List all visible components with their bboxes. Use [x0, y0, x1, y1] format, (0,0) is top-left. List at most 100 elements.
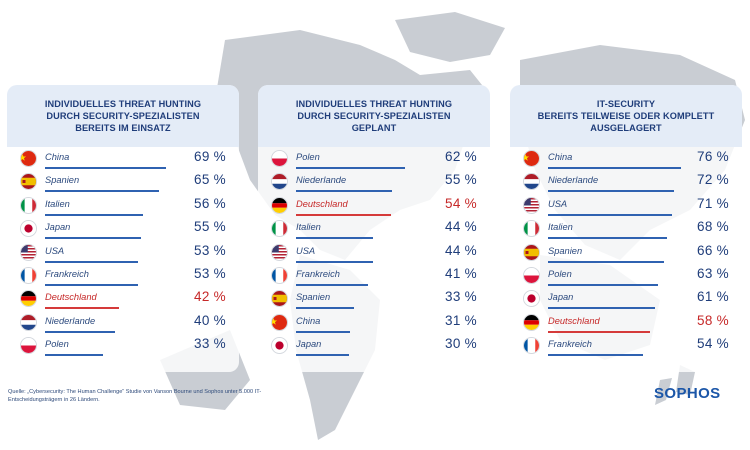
flag-china-icon [20, 150, 37, 167]
category-label: Italien [548, 222, 573, 233]
value-label: 72 % [697, 172, 729, 188]
chart-row: China 69 % [7, 147, 239, 170]
value-bar [548, 237, 667, 240]
flag-netherlands-icon [20, 313, 37, 331]
value-label: 68 % [697, 219, 729, 235]
value-label: 61 % [697, 289, 729, 305]
value-label: 55 % [445, 172, 477, 188]
flag-italy-icon [20, 196, 37, 214]
chart-row: Niederlande 55 % [258, 170, 490, 193]
flag-usa-icon [523, 196, 540, 214]
chart-row: Italien 68 % [510, 217, 742, 240]
panel-threat-hunting-planned: INDIVIDUELLES THREAT HUNTING DURCH SECUR… [258, 85, 490, 372]
panel-header: INDIVIDUELLES THREAT HUNTING DURCH SECUR… [7, 85, 239, 147]
chart-rows: Polen 62 % Niederlande 55 % Deutschland 54 % I… [258, 147, 490, 358]
category-label: China [548, 152, 573, 162]
category-label: Polen [548, 268, 572, 279]
chart-row: Frankreich 41 % [258, 264, 490, 287]
value-bar [548, 283, 659, 286]
value-label: 76 % [697, 149, 729, 164]
chart-row: Polen 63 % [510, 264, 742, 287]
sophos-logo: SOPHOS [654, 385, 721, 402]
chart-row: Italien 56 % [7, 194, 239, 217]
category-label: Niederlande [548, 175, 599, 186]
value-label: 30 % [445, 336, 477, 352]
value-label: 31 % [445, 312, 477, 328]
chart-row: Frankreich 54 % [510, 334, 742, 357]
category-label: Japan [548, 292, 574, 303]
category-label: Japan [296, 339, 322, 350]
value-label: 54 % [697, 336, 729, 352]
chart-row: Japan 61 % [510, 287, 742, 310]
value-label: 63 % [697, 265, 729, 281]
value-bar [548, 330, 650, 333]
category-label: Deutschland [296, 198, 348, 209]
chart-row: China 76 % [510, 147, 742, 170]
category-label: Spanien [548, 245, 583, 256]
category-label: Italien [296, 222, 321, 233]
flag-france-icon [523, 337, 540, 355]
value-label: 42 % [194, 289, 226, 305]
value-label: 62 % [445, 149, 477, 164]
flag-france-icon [20, 266, 37, 284]
chart-row: Polen 33 % [7, 334, 239, 357]
flag-germany-icon [271, 196, 288, 214]
category-label: Deutschland [548, 315, 600, 326]
value-label: 41 % [445, 265, 477, 281]
category-label: Frankreich [548, 339, 592, 350]
value-bar [548, 307, 655, 310]
category-label: Japan [45, 222, 71, 233]
flag-germany-icon [523, 313, 540, 331]
value-bar [45, 213, 143, 216]
chart-row: USA 53 % [7, 241, 239, 264]
value-bar [296, 167, 405, 169]
flag-netherlands-icon [523, 173, 540, 191]
value-label: 66 % [697, 242, 729, 258]
value-label: 33 % [194, 336, 226, 352]
panel-header: INDIVIDUELLES THREAT HUNTING DURCH SECUR… [258, 85, 490, 147]
category-label: China [45, 152, 70, 162]
category-label: Frankreich [45, 268, 89, 279]
category-label: USA [548, 198, 568, 209]
chart-row: Deutschland 54 % [258, 194, 490, 217]
value-label: 33 % [445, 289, 477, 305]
category-label: Spanien [45, 175, 80, 186]
category-label: Polen [296, 152, 320, 162]
value-bar [548, 213, 673, 216]
category-label: USA [45, 245, 65, 256]
chart-row: Spanien 66 % [510, 241, 742, 264]
value-bar [296, 283, 368, 286]
flag-china-icon [523, 150, 540, 167]
flag-spain-icon [271, 290, 288, 308]
chart-row: USA 71 % [510, 194, 742, 217]
value-bar [45, 330, 115, 333]
flag-italy-icon [271, 220, 288, 238]
value-label: 54 % [445, 195, 477, 211]
chart-row: Spanien 33 % [258, 287, 490, 310]
chart-rows: China 76 % Niederlande 72 % USA 71 % Italien 68… [510, 147, 742, 358]
category-label: Deutschland [45, 292, 97, 303]
value-bar [296, 354, 349, 357]
value-bar [548, 190, 674, 193]
chart-row: China 31 % [258, 311, 490, 334]
value-bar [45, 190, 159, 193]
chart-row: Polen 62 % [258, 147, 490, 170]
panel-threat-hunting-in-use: INDIVIDUELLES THREAT HUNTING DURCH SECUR… [7, 85, 239, 372]
value-bar [45, 237, 142, 240]
flag-poland-icon [271, 150, 288, 167]
flag-italy-icon [523, 220, 540, 238]
flag-germany-icon [20, 290, 37, 308]
value-bar [45, 307, 119, 310]
value-label: 56 % [194, 195, 226, 211]
chart-row: USA 44 % [258, 241, 490, 264]
flag-spain-icon [20, 173, 37, 191]
flag-japan-icon [271, 337, 288, 355]
flag-usa-icon [271, 243, 288, 261]
chart-row: Niederlande 40 % [7, 311, 239, 334]
panel-title: IT-SECURITY BEREITS TEILWEISE ODER KOMPL… [537, 99, 715, 133]
value-bar [548, 260, 664, 263]
flag-france-icon [271, 266, 288, 284]
category-label: Niederlande [296, 175, 347, 186]
chart-row: Deutschland 42 % [7, 287, 239, 310]
category-label: China [296, 315, 321, 326]
